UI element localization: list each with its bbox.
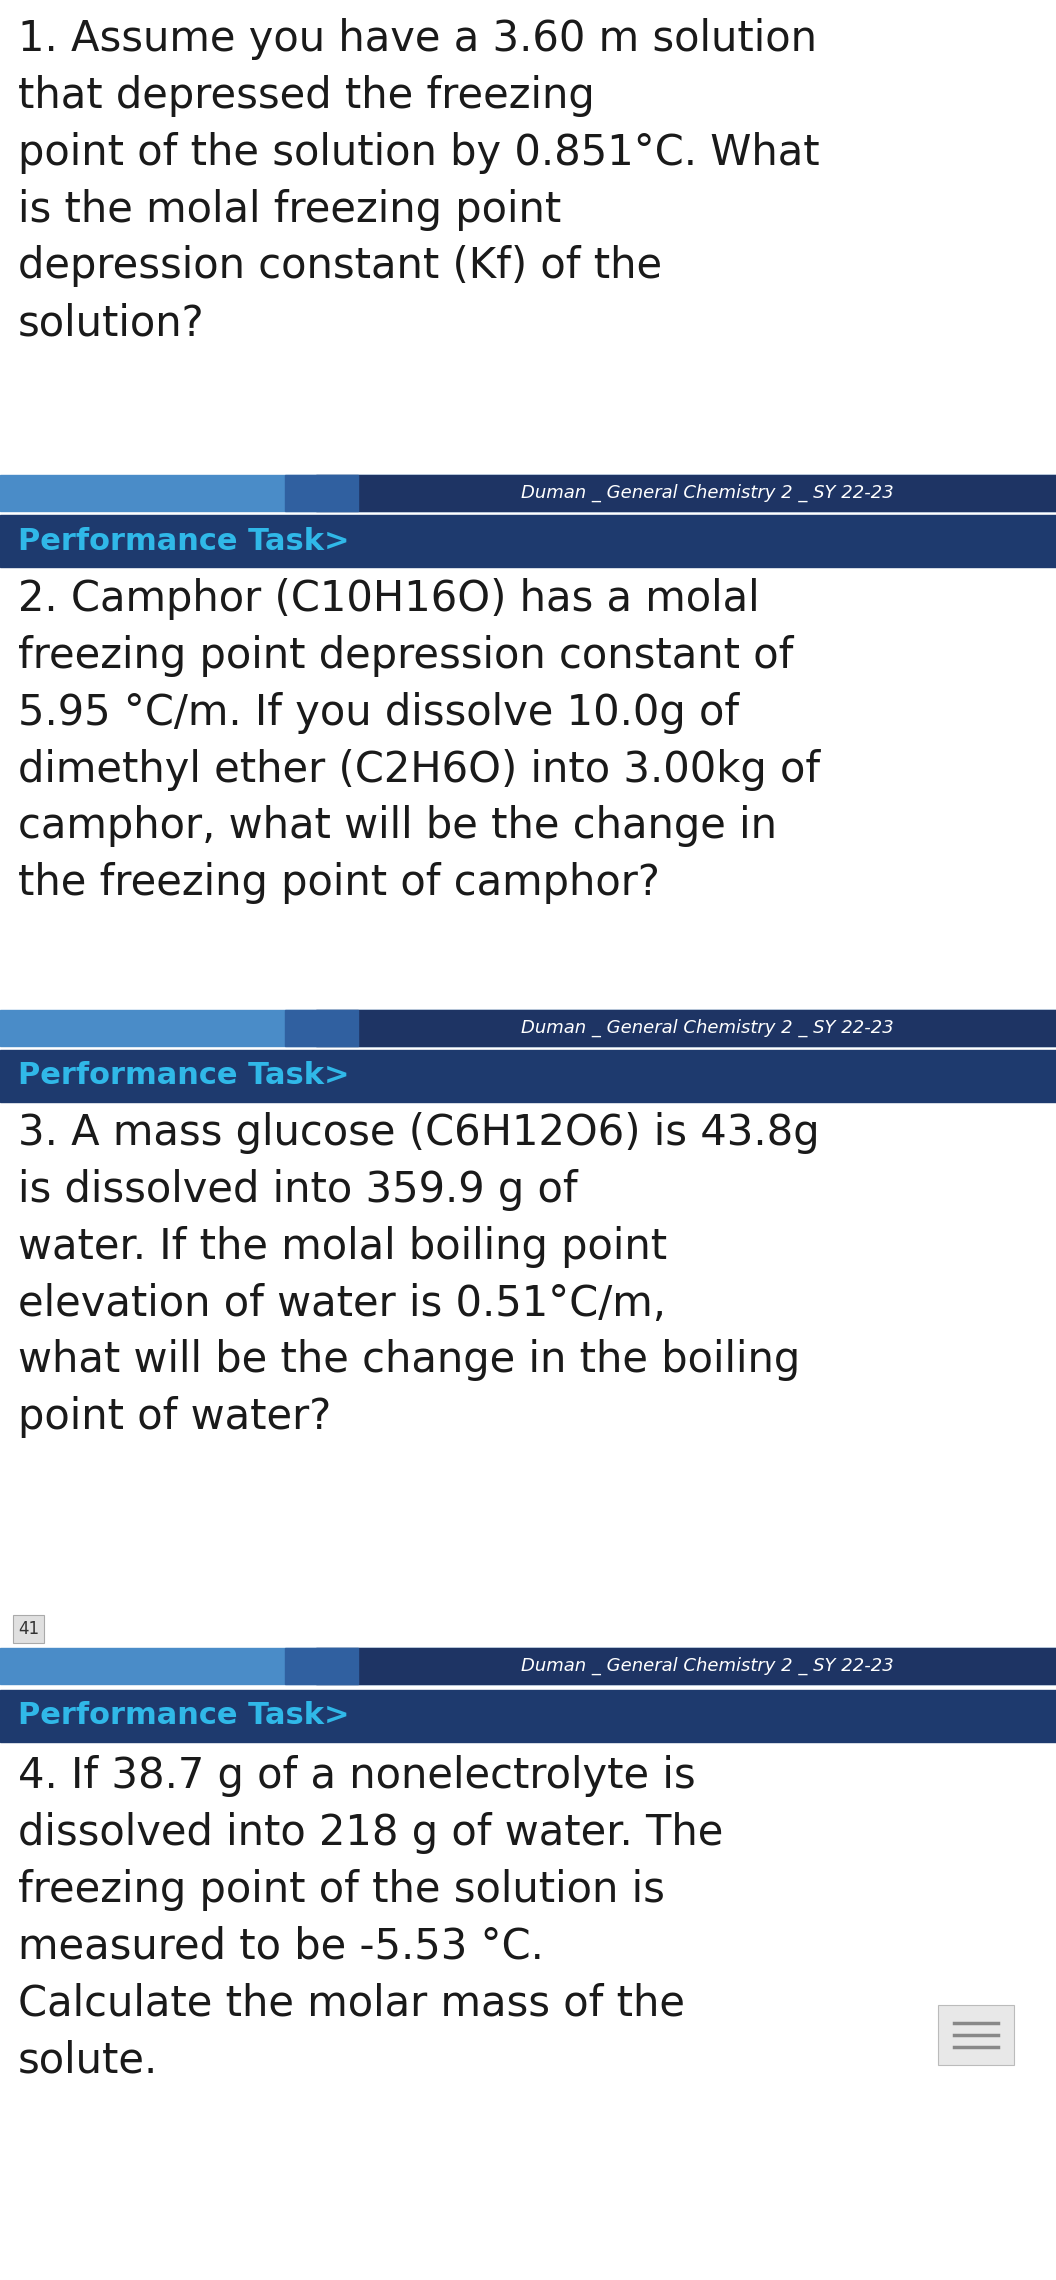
- Text: Duman _ General Chemistry 2 _ SY 22-23: Duman _ General Chemistry 2 _ SY 22-23: [522, 1019, 893, 1037]
- Bar: [285, 1010, 358, 1047]
- Bar: [938, 2004, 1014, 2066]
- Bar: [316, 474, 1056, 511]
- Bar: [0, 515, 1056, 568]
- Bar: [0, 474, 1056, 511]
- Text: 41: 41: [18, 1621, 39, 1637]
- Bar: [316, 1010, 1056, 1047]
- Bar: [0, 1010, 1056, 1047]
- Bar: [285, 1648, 358, 1685]
- Bar: [285, 474, 358, 511]
- Text: 3. A mass glucose (C6H12O6) is 43.8g
is dissolved into 359.9 g of
water. If the : 3. A mass glucose (C6H12O6) is 43.8g is …: [18, 1113, 819, 1439]
- Bar: [0, 1648, 1056, 1685]
- Text: 2. Camphor (C10H16O) has a molal
freezing point depression constant of
5.95 °C/m: 2. Camphor (C10H16O) has a molal freezin…: [18, 579, 821, 905]
- Text: Performance Task>: Performance Task>: [18, 1701, 350, 1731]
- Text: Performance Task>: Performance Task>: [18, 527, 350, 556]
- Bar: [0, 1689, 1056, 1742]
- Bar: [316, 1648, 1056, 1685]
- Text: Duman _ General Chemistry 2 _ SY 22-23: Duman _ General Chemistry 2 _ SY 22-23: [522, 1658, 893, 1676]
- Text: 4. If 38.7 g of a nonelectrolyte is
dissolved into 218 g of water. The
freezing : 4. If 38.7 g of a nonelectrolyte is diss…: [18, 1756, 723, 2082]
- Text: Duman _ General Chemistry 2 _ SY 22-23: Duman _ General Chemistry 2 _ SY 22-23: [522, 483, 893, 502]
- Text: 1. Assume you have a 3.60 m solution
that depressed the freezing
point of the so: 1. Assume you have a 3.60 m solution tha…: [18, 18, 819, 344]
- Text: Performance Task>: Performance Task>: [18, 1062, 350, 1090]
- Bar: [0, 1051, 1056, 1101]
